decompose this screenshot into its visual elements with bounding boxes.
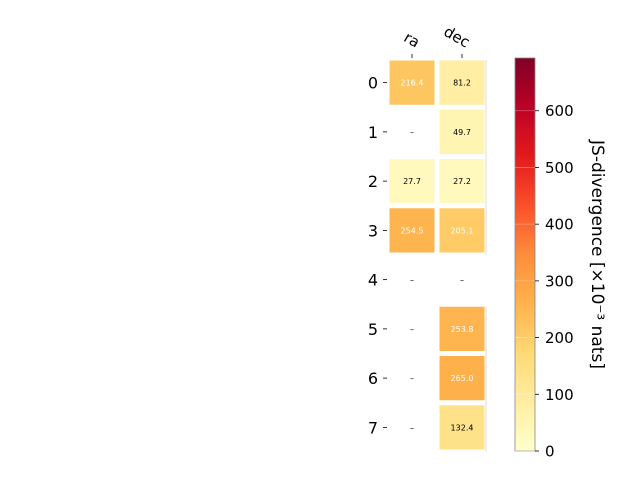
cell-value-label: 132.4 [451,423,474,432]
colorbar-tick-label: 0 [545,443,555,461]
row-labels: 0 1 2 3 4 5 6 7 [368,74,387,437]
heatmap-cell [439,60,485,105]
cell-value-label: – [410,276,414,285]
row-label: 6 [368,369,378,388]
column-label: ra [401,28,423,51]
colorbar-tick-label: 200 [545,329,574,347]
heatmap-cell [439,159,485,204]
colorbar-tick-label: 600 [545,102,574,120]
cell-value-label: – [410,325,414,334]
row-label: 1 [368,123,378,142]
column-labels: ra dec [401,22,473,58]
column-label: dec [441,22,473,51]
heatmap-cell [389,159,435,204]
cell-value-label: 49.7 [453,128,471,137]
cell-value-label: 27.7 [403,177,421,186]
cell-value-label: – [410,423,414,432]
heatmap-cell [439,356,485,401]
heatmap-cell [389,208,435,253]
cell-value-label: 216.4 [401,79,424,88]
row-label: 3 [368,221,378,240]
row-label: 7 [368,418,378,437]
heatmap-cell [439,109,485,154]
row-label: 4 [368,271,378,290]
heatmap-cell [439,306,485,351]
cell-value-label: – [410,374,414,383]
cell-value-label: 27.2 [453,177,471,186]
cell-value-label: 81.2 [453,79,471,88]
heatmap-cells: 216.4 81.2 – 49.7 27.7 27.2 254.5 205.1 – – – 253.8… [389,60,487,452]
cell-value-label: 265.0 [451,374,474,383]
colorbar-tick-label: 400 [545,216,574,234]
colorbar-tick-label: 100 [545,386,574,404]
colorbar-tick-label: 300 [545,272,574,290]
cell-value-label: – [460,276,464,285]
row-label: 0 [368,74,378,93]
cell-value-label: – [410,128,414,137]
row-label: 2 [368,172,378,191]
cell-value-label: 205.1 [451,226,474,235]
colorbar-tick-label: 500 [545,159,574,177]
colorbar-gradient [514,57,536,452]
row-label: 5 [368,320,378,339]
colorbar-label: JS-divergence [×10⁻³ nats] [587,139,607,369]
cell-value-label: 253.8 [451,325,474,334]
heatmap-cell [439,208,485,253]
colorbar: 0 100 200 300 400 500 600 JS-divergence [×10⁻³ … [514,57,607,461]
cell-value-label: 254.5 [401,226,424,235]
heatmap-cell [439,405,485,450]
heatmap-cell [389,60,435,105]
